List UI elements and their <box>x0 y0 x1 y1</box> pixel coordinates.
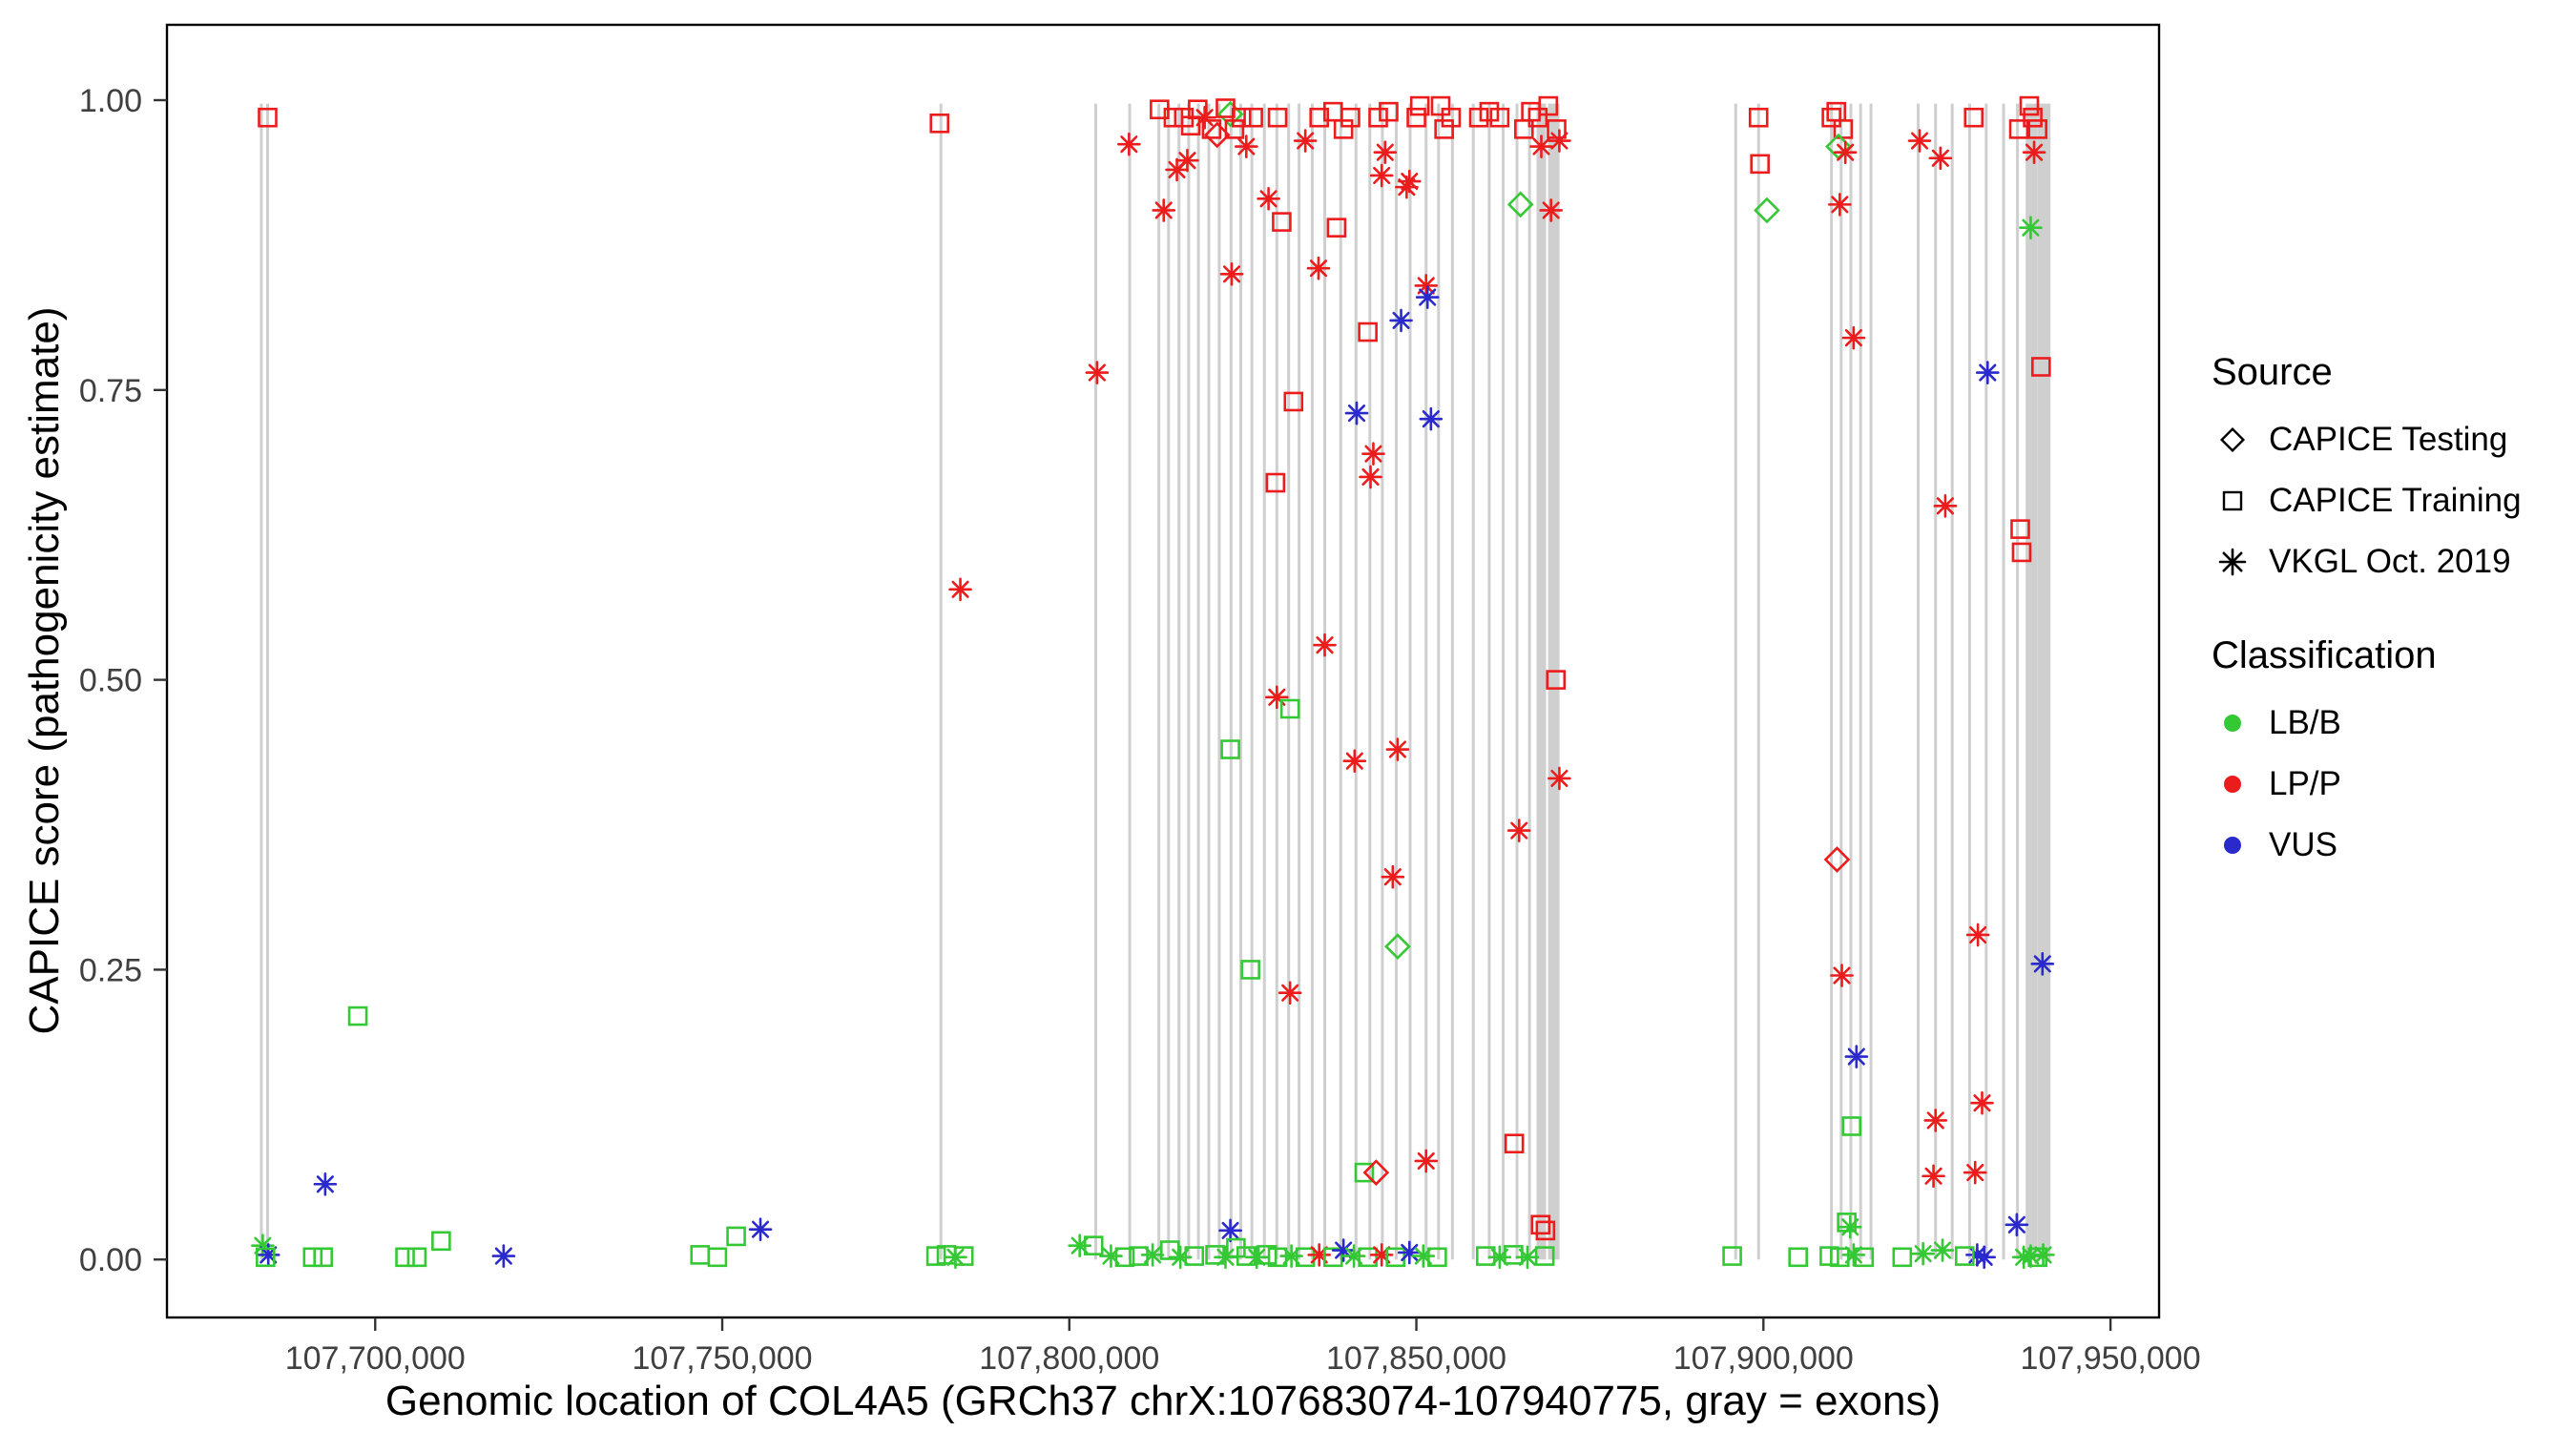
asterisk-marker-icon <box>2218 548 2247 576</box>
legend-item-lpp: LP/P <box>2212 763 2565 805</box>
legend-item-vus: VUS <box>2212 824 2565 866</box>
legend-item-label: LB/B <box>2269 704 2341 741</box>
svg-text:1.00: 1.00 <box>79 83 142 119</box>
legend-item-label: LP/P <box>2269 765 2341 802</box>
legend-item-lbb: LB/B <box>2212 702 2565 744</box>
blue-dot-icon <box>2224 837 2241 854</box>
red-dot-icon <box>2224 776 2241 793</box>
svg-text:107,850,000: 107,850,000 <box>1326 1340 1506 1377</box>
x-axis-title: Genomic location of COL4A5 (GRCh37 chrX:… <box>384 1378 1942 1424</box>
square-marker-icon <box>2222 490 2243 511</box>
y-axis-title: CAPICE score (pathogenicity estimate) <box>21 306 68 1035</box>
legend-item-label: CAPICE Testing <box>2269 421 2508 458</box>
legend-source-group: Source CAPICE Testing CAPICE Training <box>2212 351 2565 583</box>
svg-text:107,700,000: 107,700,000 <box>285 1340 466 1377</box>
legend-classification-title: Classification <box>2212 634 2437 676</box>
svg-text:0.75: 0.75 <box>79 373 142 409</box>
legend: Source CAPICE Testing CAPICE Training <box>2212 351 2565 885</box>
svg-text:0.25: 0.25 <box>79 952 142 988</box>
legend-item-label: VKGL Oct. 2019 <box>2269 543 2511 580</box>
svg-text:107,750,000: 107,750,000 <box>632 1340 812 1377</box>
svg-text:0.50: 0.50 <box>79 663 142 699</box>
svg-text:107,950,000: 107,950,000 <box>2021 1340 2201 1377</box>
legend-item-capice-testing: CAPICE Testing <box>2212 419 2565 461</box>
legend-item-label: VUS <box>2269 826 2337 863</box>
svg-text:0.00: 0.00 <box>79 1242 142 1278</box>
svg-text:107,800,000: 107,800,000 <box>979 1340 1159 1377</box>
legend-classification-group: Classification LB/B LP/P VUS <box>2212 634 2565 866</box>
legend-item-vkgl: VKGL Oct. 2019 <box>2212 541 2565 583</box>
svg-text:107,900,000: 107,900,000 <box>1673 1340 1854 1377</box>
green-dot-icon <box>2224 715 2241 732</box>
legend-source-title: Source <box>2212 351 2333 393</box>
legend-item-label: CAPICE Training <box>2269 482 2522 519</box>
legend-item-capice-training: CAPICE Training <box>2212 480 2565 522</box>
diamond-marker-icon <box>2219 426 2246 453</box>
